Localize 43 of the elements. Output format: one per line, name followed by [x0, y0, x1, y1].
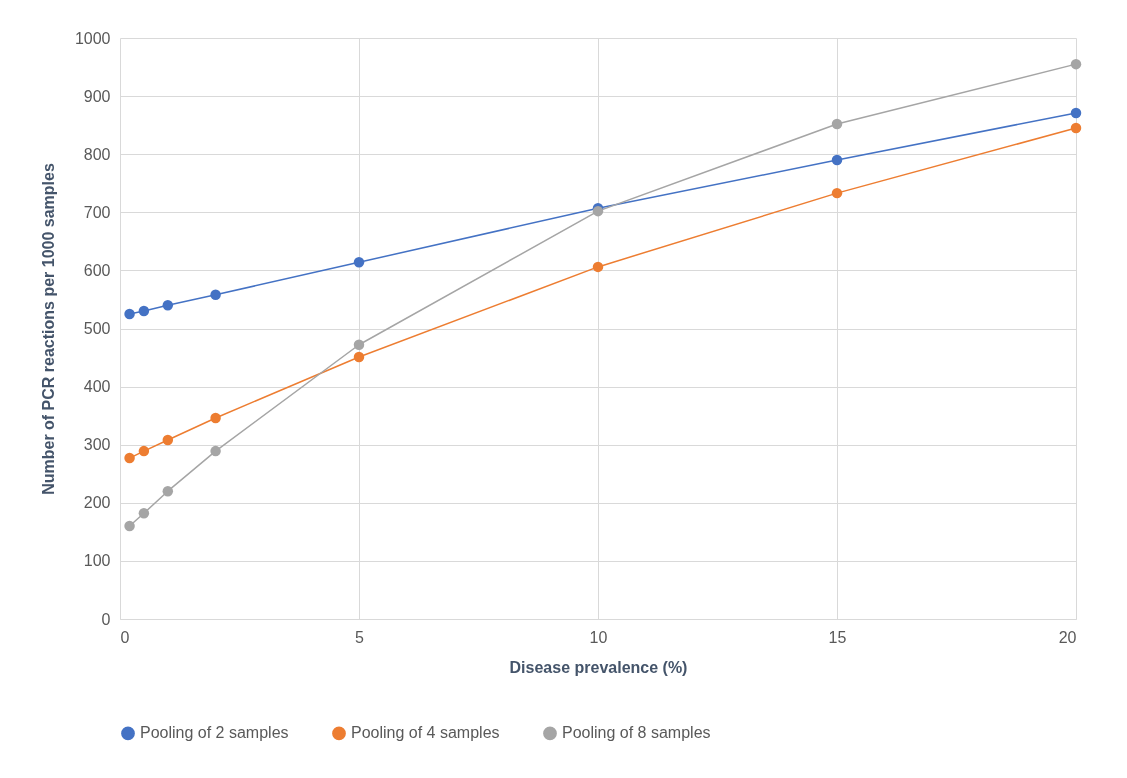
x-tick-label: 20 [1058, 628, 1077, 646]
y-tick-label: 900 [83, 87, 111, 105]
point [353, 351, 365, 363]
x-tick-label: 15 [828, 628, 847, 646]
point [1070, 107, 1082, 119]
x-tick-label: 10 [589, 628, 608, 646]
point [210, 289, 221, 301]
y-axis-title: Number of PCR reactions per 1000 samples [39, 163, 57, 495]
y-tick-label: 400 [83, 378, 111, 396]
point [124, 452, 135, 464]
y-tick-label: 100 [83, 552, 111, 570]
point [162, 434, 174, 446]
y-tick-label: 200 [83, 494, 111, 512]
y-tick-label: 500 [83, 320, 111, 337]
point [353, 339, 365, 350]
point [162, 485, 174, 497]
point [124, 308, 135, 320]
point [162, 300, 174, 311]
y-tick-label: 600 [83, 261, 111, 279]
y-tick-label: 1000 [74, 29, 111, 47]
legend-label: Pooling of 8 samples [562, 724, 711, 742]
y-tick-label: 0 [101, 610, 111, 628]
x-tick-label: 0 [120, 628, 130, 646]
point [592, 261, 604, 273]
point [1070, 58, 1082, 70]
y-tick-label: 700 [83, 203, 111, 221]
x-axis-title: Disease prevalence (%) [509, 658, 688, 676]
y-tick-label: 800 [83, 145, 111, 163]
point [353, 257, 365, 268]
point [210, 445, 221, 457]
point [124, 520, 135, 532]
point [1070, 122, 1082, 134]
point [831, 118, 843, 130]
point [210, 412, 221, 424]
legend-label: Pooling of 4 samples [351, 724, 500, 742]
point [138, 445, 150, 457]
point [831, 187, 843, 199]
legend-label: Pooling of 2 samples [140, 724, 289, 742]
point [831, 154, 843, 166]
y-tick-label: 300 [83, 436, 111, 454]
point [138, 305, 150, 317]
point [138, 508, 150, 519]
x-tick-label: 5 [355, 628, 365, 646]
